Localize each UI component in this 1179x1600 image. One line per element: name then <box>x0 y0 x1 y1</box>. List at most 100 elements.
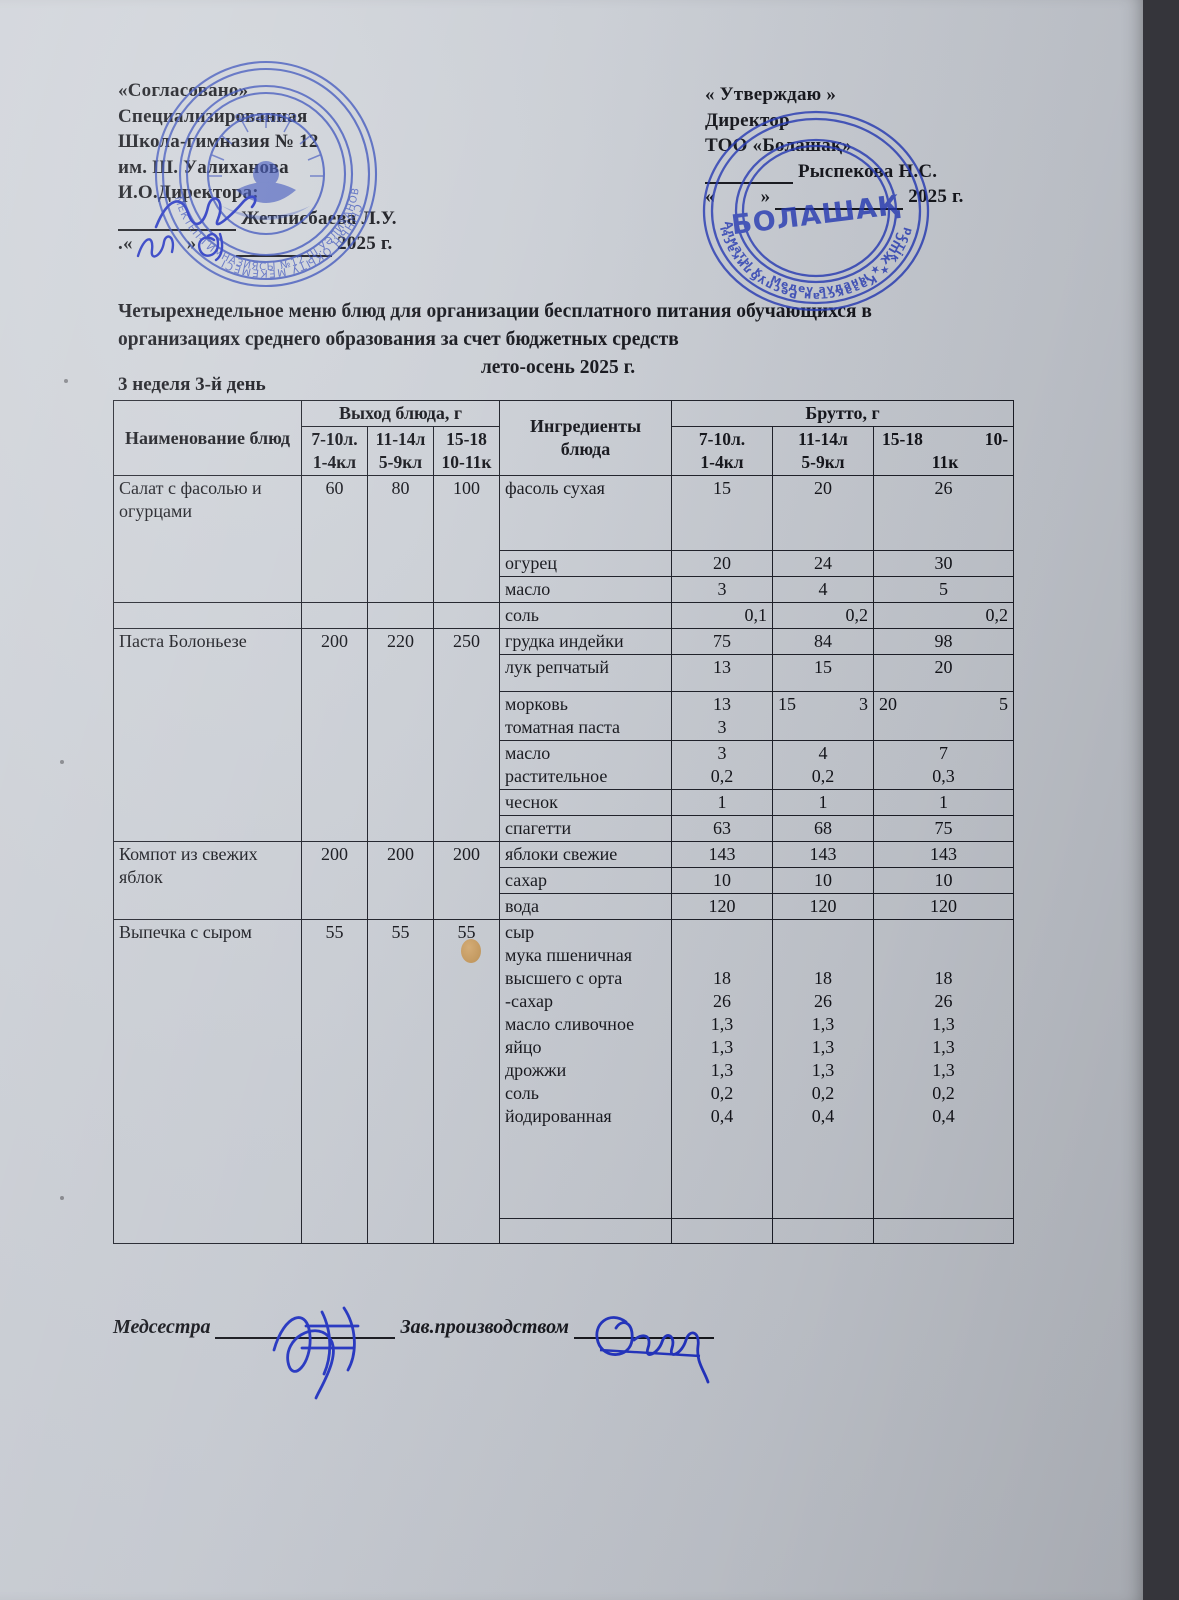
dish-yield-2: 200 <box>367 841 434 920</box>
dish-yield-2: 220 <box>367 628 434 842</box>
page-right-edge <box>1143 0 1179 1600</box>
ingredient-name: сахар <box>499 867 673 894</box>
day-label: 3 неделя 3-й день <box>118 374 266 395</box>
gross-value: 1,3 <box>710 1037 734 1057</box>
th-gross-7-10: 7-10л. 1-4кл <box>671 426 774 476</box>
gross-value: 1,3 <box>811 1060 835 1080</box>
ingredient-gross-2: 1 <box>772 789 875 816</box>
th-yield-7-10-age: 7-10л. <box>311 429 358 449</box>
ingredient-gross-3: 98 <box>873 628 1015 655</box>
ingredient-gross-1: 15 <box>671 475 774 551</box>
ingredient-name: грудка индейки <box>499 628 673 655</box>
ingredient-name: высшего с орта <box>505 968 623 988</box>
th-gross-15-18-grade-b: 11к <box>931 452 959 472</box>
table-row: сахар 10 10 10 <box>114 867 1015 894</box>
ingredient-name: лук репчатый <box>499 654 673 692</box>
th-gross-11-14-age: 11-14л <box>798 429 848 449</box>
table-header-row-2: 7-10л. 1-4кл 11-14л 5-9кл 15-18 10-11к 7… <box>114 426 1015 476</box>
svg-text:рстік ★ Қазақстан Республикасы: рстік ★ Қазақстан Республикасы <box>716 224 915 302</box>
ingredient-gross-3-block: 18 26 1,3 1,3 1,3 0,2 0,4 <box>873 919 1015 1219</box>
dish-name: Компот из свежих яблок <box>113 841 302 920</box>
gross-value: 1,3 <box>932 1037 955 1057</box>
ingredient-gross-1: 1 <box>671 789 774 816</box>
ingredient-gross-3: 0,2 <box>873 602 1015 629</box>
ingredient-name: вода <box>499 893 673 920</box>
ingredient-name: масло <box>499 576 673 603</box>
th-gross-7-10-grade: 1-4кл <box>700 452 744 472</box>
ingredient-name: -сахар <box>505 991 553 1011</box>
approval-block-right: « Утверждаю » Директор ТОО «Болашақ» Рыс… <box>705 82 1055 210</box>
ingredient-gross-2: 15 3 <box>772 691 875 741</box>
ingredient-gross-1: 63 <box>671 815 774 842</box>
table-row <box>114 1218 1015 1244</box>
ingredient-gross-2: 24 <box>772 550 875 577</box>
ingredient-name: томатная паста <box>505 717 621 737</box>
gross-value: 0,2 <box>811 1083 835 1103</box>
th-ingredients: Ингредиенты блюда <box>499 400 673 476</box>
nurse-signature-line <box>215 1317 396 1339</box>
ingredient-name: соль <box>499 602 673 629</box>
approval-left-line3: Школа-гимназия № 12 <box>118 131 319 152</box>
dish-yield-2: 80 <box>367 475 434 603</box>
th-yield-15-18-grade: 10-11к <box>441 452 492 472</box>
gross-value: 0,2 <box>710 1083 734 1103</box>
ingredient-gross-3: 10 <box>873 867 1015 894</box>
ingredient-name-group: морковь томатная паста <box>499 691 673 741</box>
th-yield-7-10-grade: 1-4кл <box>312 452 357 472</box>
dish-yield-spacer-1 <box>301 602 368 629</box>
gross-value: 18 <box>814 968 833 988</box>
ingredient-gross-3: 75 <box>873 815 1015 842</box>
ingredient-empty-gross-2 <box>772 1218 875 1244</box>
ingredient-gross-2-block: 18 26 1,3 1,3 1,3 0,2 0,4 <box>772 919 875 1219</box>
approval-left-signature-row: Жетписбаева Л.У. <box>118 206 458 231</box>
approval-left-date-row: .« » 2025 г. <box>118 231 458 257</box>
gross-value-pair: 15 3 <box>778 694 869 714</box>
approval-left-line2: Специализированная <box>118 105 308 127</box>
th-gross-15-18-grade-a: 10- <box>984 429 1009 449</box>
ingredient-gross-1: 120 <box>671 893 774 920</box>
ingredient-name: масло сливочное <box>505 1014 635 1034</box>
ingredient-name: чеснок <box>499 789 673 816</box>
table-row: Компот из свежих яблок 200 200 200 яблок… <box>113 841 1015 920</box>
th-yield-11-14: 11-14л 5-9кл <box>367 426 434 476</box>
gross-value: 0,2 <box>932 1083 955 1103</box>
production-signature-line <box>574 1317 715 1339</box>
ingredient-gross-2: 4 <box>772 576 875 603</box>
ingredient-name: мука пшеничная <box>505 945 633 965</box>
th-yield-11-14-age: 11-14л <box>375 429 426 449</box>
ingredient-gross-3: 26 <box>873 475 1015 551</box>
table-row: лук репчатый 13 15 20 <box>114 654 1015 692</box>
table-row: морковь томатная паста 13 3 15 3 20 5 <box>114 691 1015 741</box>
ingredient-name: сыр <box>505 922 535 942</box>
gross-value: 26 <box>713 991 732 1011</box>
menu-table: Наименование блюд Выход блюда, г Ингреди… <box>113 400 1015 1244</box>
ingredient-name-block: сыр мука пшеничная высшего с орта -сахар… <box>499 919 673 1219</box>
table-row: соль 0,1 0,2 0,2 <box>113 602 1015 629</box>
ingredient-gross-1: 10 <box>671 867 774 894</box>
th-yield-group: Выход блюда, г <box>300 400 501 427</box>
th-gross-7-10-age: 7-10л. <box>698 429 746 449</box>
th-gross-11-14-grade: 5-9кл <box>801 452 845 472</box>
production-head-signature <box>582 1296 722 1393</box>
margin-speck-1 <box>64 379 68 383</box>
dish-yield-3: 55 <box>432 919 501 1244</box>
ingredient-gross-1: 143 <box>671 841 774 868</box>
gross-value: 1,3 <box>811 1037 835 1057</box>
dish-name: Салат с фасолью и огурцами <box>113 475 302 603</box>
nurse-signature <box>262 1292 432 1407</box>
paper-stain <box>461 939 481 963</box>
menu-table-body: Салат с фасолью и огурцами 60 80 100 фас… <box>113 475 1015 1244</box>
table-header-row-1: Наименование блюд Выход блюда, г Ингреди… <box>113 400 1015 476</box>
gross-value: 1,3 <box>932 1060 955 1080</box>
ingredient-gross-1: 3 0,2 <box>671 740 774 790</box>
ingredient-name: яйцо <box>505 1037 542 1057</box>
approval-left-line4: им. Ш. Уалиханова <box>118 156 289 178</box>
th-yield-15-18: 15-18 10-11к <box>432 426 501 476</box>
table-row: Салат с фасолью и огурцами 60 80 100 фас… <box>113 475 1015 603</box>
th-gross-15-18: 15-18 10- 11к <box>873 426 1015 476</box>
document-title: Четырехнедельное меню блюд для организац… <box>118 298 998 382</box>
ingredient-name: йодированная <box>505 1106 612 1126</box>
ingredient-gross-1: 13 3 <box>671 691 774 741</box>
ingredient-gross-2: 10 <box>772 867 875 894</box>
gross-value: 1,3 <box>932 1014 955 1034</box>
